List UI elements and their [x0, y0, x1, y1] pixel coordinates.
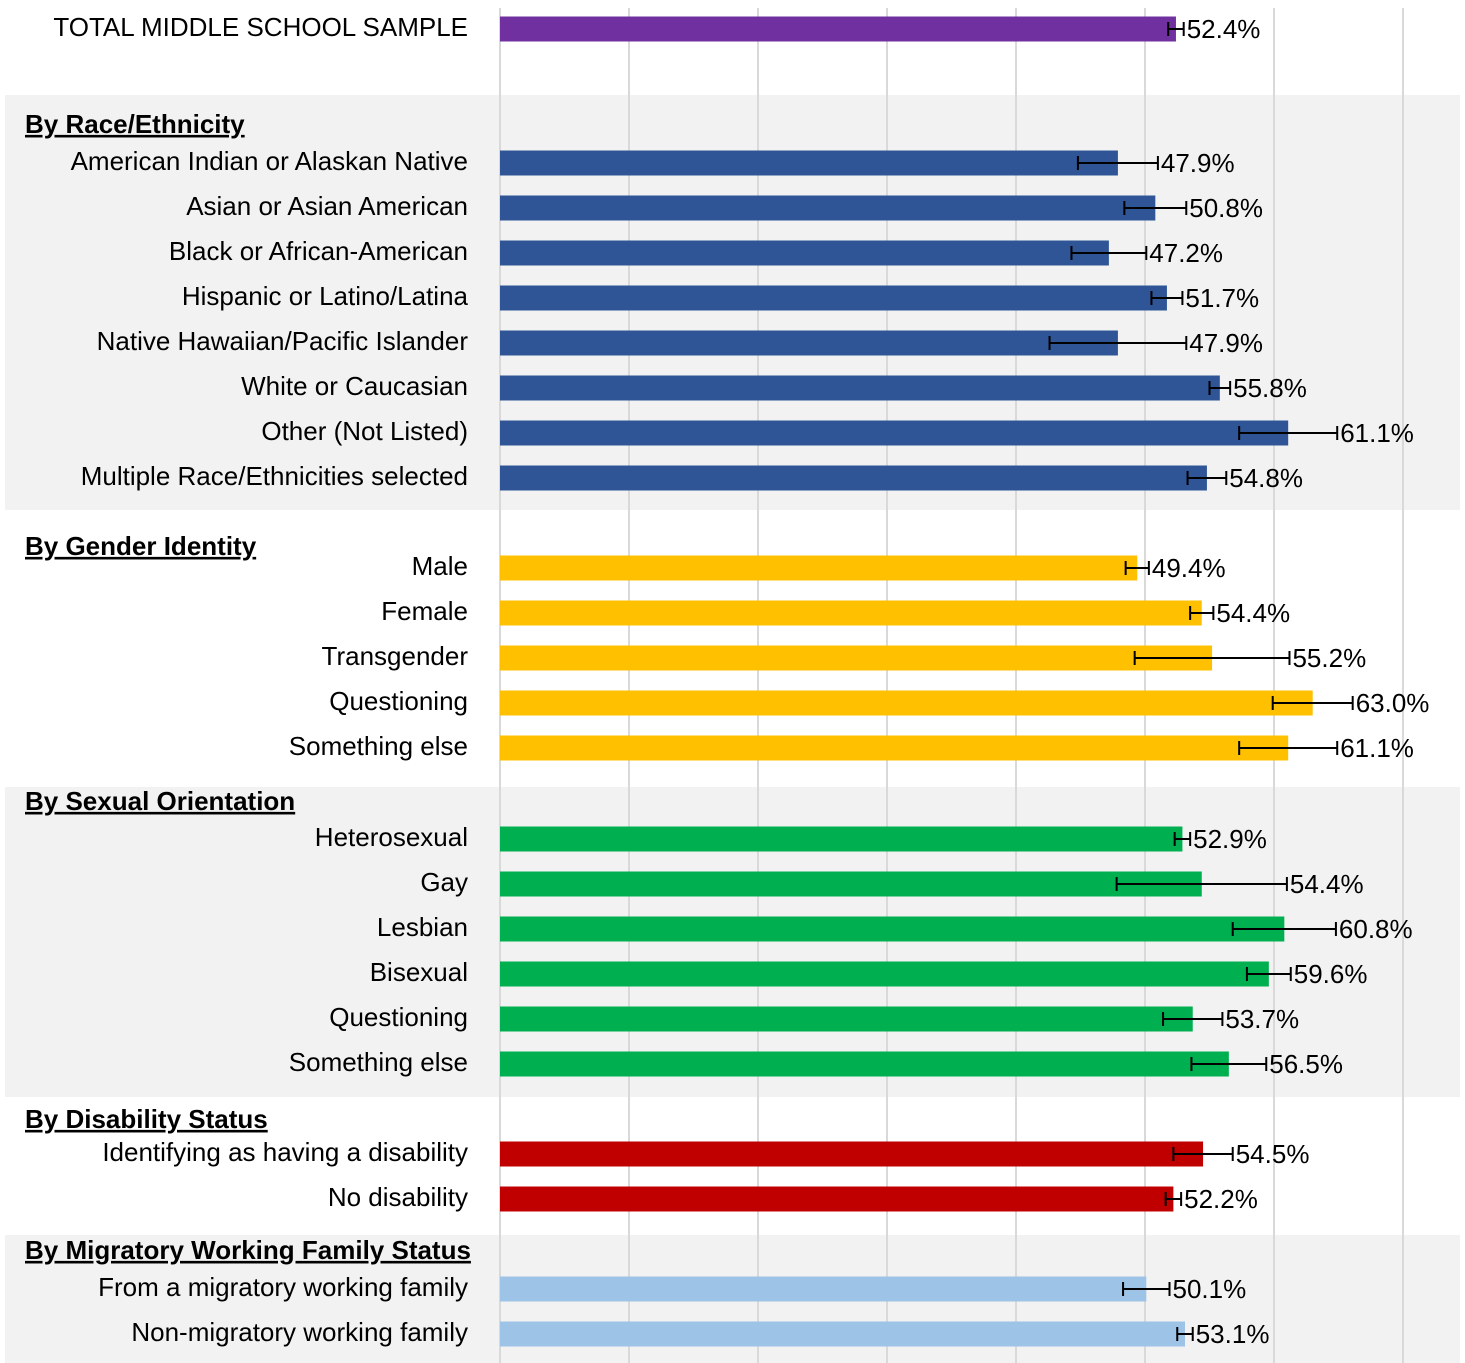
category-label: TOTAL MIDDLE SCHOOL SAMPLE — [53, 12, 468, 42]
value-label: 60.8% — [1339, 914, 1413, 944]
value-label: 61.1% — [1340, 418, 1414, 448]
category-label: Other (Not Listed) — [261, 416, 468, 446]
value-label: 53.1% — [1196, 1319, 1270, 1349]
category-label: Something else — [289, 1047, 468, 1077]
bar — [500, 826, 1183, 852]
value-label: 50.1% — [1173, 1274, 1247, 1304]
bar — [500, 961, 1269, 987]
value-label: 54.4% — [1216, 598, 1290, 628]
value-label: 55.8% — [1233, 373, 1307, 403]
category-label: Heterosexual — [315, 822, 468, 852]
category-label: Non-migratory working family — [131, 1317, 468, 1347]
category-label: Hispanic or Latino/Latina — [182, 281, 469, 311]
bar — [500, 375, 1220, 401]
value-label: 54.5% — [1236, 1139, 1310, 1169]
bar — [500, 555, 1138, 581]
value-label: 54.4% — [1290, 869, 1364, 899]
bar — [500, 916, 1285, 942]
category-label: Black or African-American — [169, 236, 468, 266]
group-heading: By Sexual Orientation — [25, 786, 295, 816]
value-label: 49.4% — [1152, 553, 1226, 583]
value-label: 55.2% — [1292, 643, 1366, 673]
category-label: Gay — [420, 867, 468, 897]
value-label: 53.7% — [1225, 1004, 1299, 1034]
bar — [500, 1186, 1174, 1212]
bar — [500, 600, 1202, 626]
bar — [500, 735, 1289, 761]
value-label: 52.4% — [1187, 14, 1261, 44]
bar — [500, 645, 1213, 671]
category-label: Asian or Asian American — [186, 191, 468, 221]
category-label: Multiple Race/Ethnicities selected — [81, 461, 468, 491]
category-label: Transgender — [322, 641, 469, 671]
value-label: 47.9% — [1189, 328, 1263, 358]
category-label: American Indian or Alaskan Native — [71, 146, 468, 176]
category-label: Something else — [289, 731, 468, 761]
value-label: 59.6% — [1294, 959, 1368, 989]
category-label: White or Caucasian — [241, 371, 468, 401]
category-label: Questioning — [329, 686, 468, 716]
value-label: 61.1% — [1340, 733, 1414, 763]
category-label: Native Hawaiian/Pacific Islander — [97, 326, 469, 356]
bar — [500, 1321, 1185, 1347]
group-heading: By Race/Ethnicity — [25, 109, 245, 139]
bar — [500, 1141, 1204, 1167]
bar — [500, 420, 1289, 446]
group-heading: By Migratory Working Family Status — [25, 1235, 471, 1265]
group-heading: By Gender Identity — [25, 531, 257, 561]
category-label: Lesbian — [377, 912, 468, 942]
bar — [500, 330, 1118, 356]
value-label: 50.8% — [1189, 193, 1263, 223]
value-label: 56.5% — [1269, 1049, 1343, 1079]
value-label: 54.8% — [1229, 463, 1303, 493]
value-label: 52.9% — [1193, 824, 1267, 854]
bar — [500, 1276, 1147, 1302]
bar — [500, 871, 1202, 897]
bar — [500, 150, 1118, 176]
bar — [500, 240, 1109, 266]
category-label: Female — [381, 596, 468, 626]
category-label: From a migratory working family — [98, 1272, 468, 1302]
value-label: 47.2% — [1149, 238, 1223, 268]
value-label: 47.9% — [1161, 148, 1235, 178]
category-label: Identifying as having a disability — [102, 1137, 468, 1167]
bar — [500, 195, 1156, 221]
bar — [500, 16, 1176, 42]
category-label: Bisexual — [370, 957, 468, 987]
bar — [500, 1006, 1193, 1032]
category-label: Questioning — [329, 1002, 468, 1032]
value-label: 63.0% — [1356, 688, 1430, 718]
group-heading: By Disability Status — [25, 1104, 268, 1134]
category-label: No disability — [328, 1182, 468, 1212]
bar — [500, 690, 1313, 716]
bar — [500, 1051, 1229, 1077]
value-label: 51.7% — [1185, 283, 1259, 313]
value-label: 52.2% — [1184, 1184, 1258, 1214]
bar — [500, 285, 1167, 311]
category-label: Male — [412, 551, 468, 581]
bar — [500, 465, 1207, 491]
